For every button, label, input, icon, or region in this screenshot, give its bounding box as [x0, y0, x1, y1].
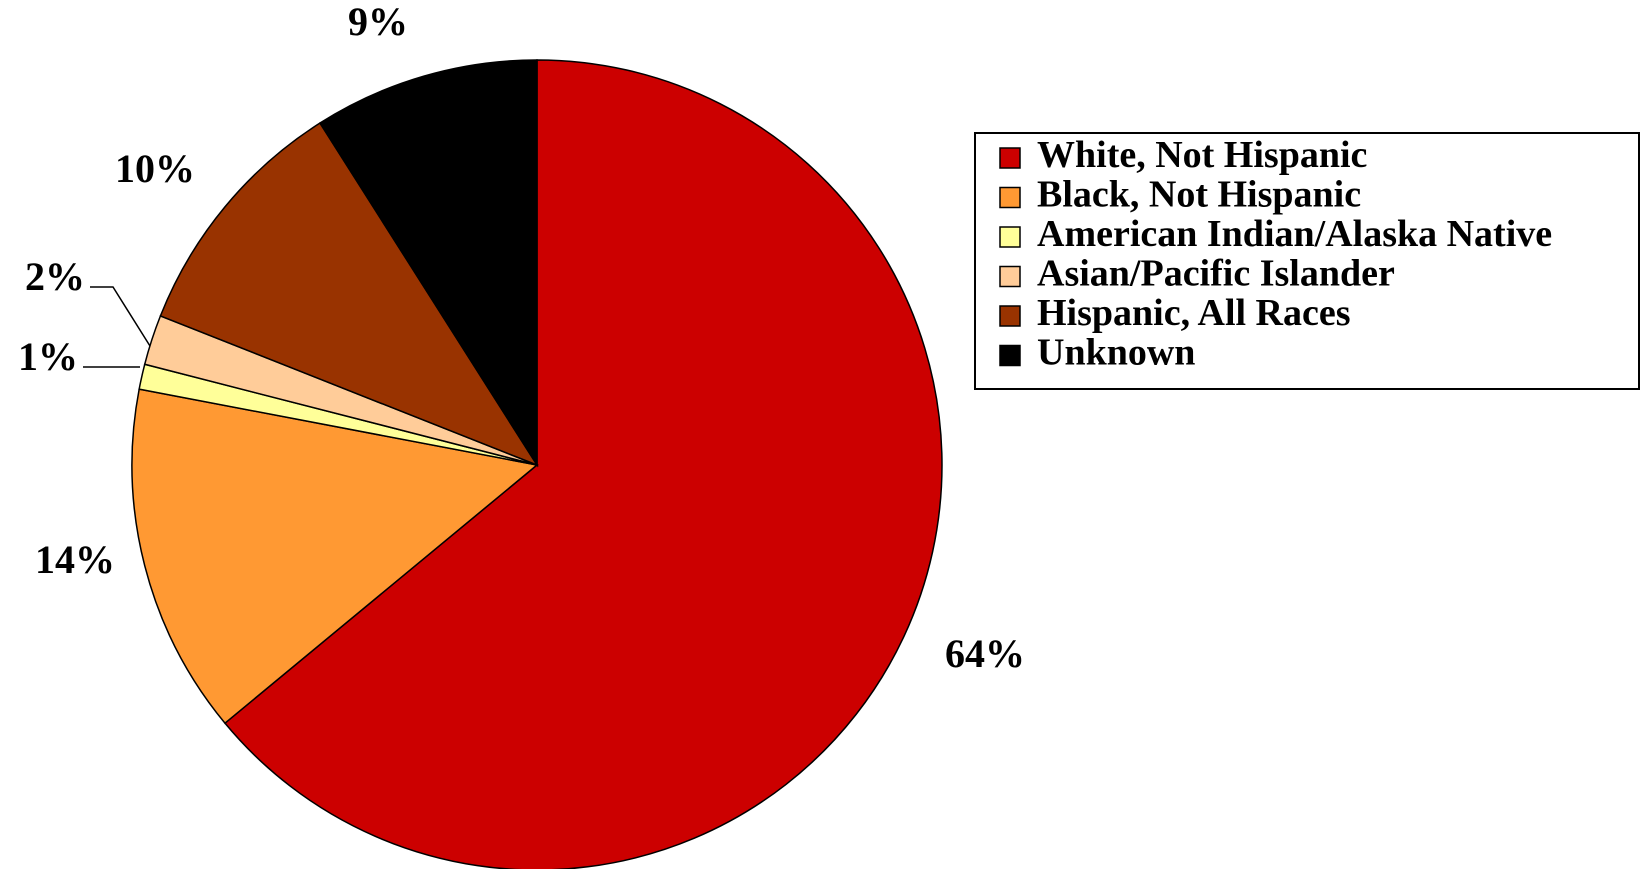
- legend-label: Hispanic, All Races: [1037, 292, 1351, 334]
- data-label: 10%: [115, 146, 195, 191]
- legend-label: Asian/Pacific Islander: [1037, 253, 1395, 295]
- legend-swatch: [999, 265, 1021, 288]
- legend-swatch: [999, 226, 1021, 248]
- legend-frame: [974, 132, 1640, 390]
- data-label: 2%: [25, 254, 85, 299]
- legend-swatch: [999, 305, 1021, 327]
- legend-swatch: [999, 344, 1021, 367]
- data-label: 64%: [945, 631, 1025, 676]
- data-label: 14%: [35, 537, 115, 582]
- pie-slice-hispanic-all-races: [159, 122, 539, 467]
- legend-label: American Indian/Alaska Native: [1037, 213, 1552, 255]
- pie-slices: [131, 59, 943, 869]
- legend-label: White, Not Hispanic: [1037, 134, 1367, 176]
- legend-label: Unknown: [1037, 332, 1195, 374]
- pie-slice-black-not-hispanic: [131, 388, 539, 725]
- leader-lines: [83, 286, 151, 368]
- legend-label: Black, Not Hispanic: [1037, 174, 1361, 216]
- data-label: 1%: [18, 334, 78, 379]
- data-label: 9%: [348, 0, 408, 44]
- pie-slice-unknown: [318, 59, 538, 468]
- leader-line: [90, 286, 151, 347]
- pie-slice-white-not-hispanic: [223, 59, 943, 869]
- data-labels: 64% 14% 1% 2% 10% 9%: [18, 0, 1025, 676]
- legend-swatch: [999, 147, 1021, 169]
- legend-swatch: [999, 186, 1021, 209]
